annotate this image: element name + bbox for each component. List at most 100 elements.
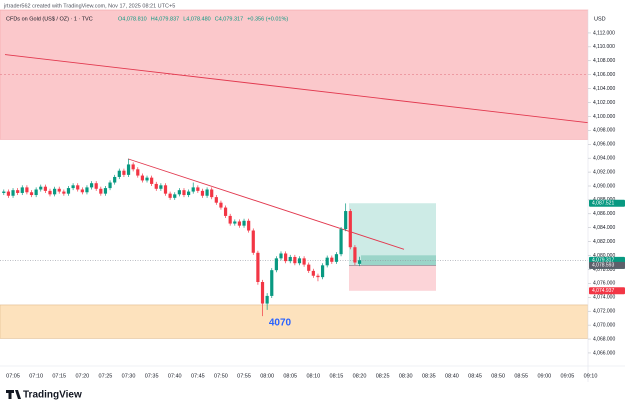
candle-body <box>71 185 75 189</box>
candle-body <box>159 185 163 189</box>
x-tick-label: 08:40 <box>445 373 459 379</box>
candle-body <box>311 270 315 276</box>
x-tick-label: 09:05 <box>561 373 575 379</box>
x-tick-label: 07:25 <box>99 373 113 379</box>
x-tick-label: 08:45 <box>468 373 482 379</box>
candle-body <box>357 260 362 264</box>
x-tick-label: 07:55 <box>237 373 251 379</box>
axis-layer: 07:05 07:10 07:15 07:20 07:25 07:30 07:35 07:40… <box>6 30 625 379</box>
candle-body <box>260 282 265 304</box>
candle-body <box>2 191 6 193</box>
candle-body <box>168 193 172 198</box>
currency: USD <box>594 16 606 22</box>
candle-body <box>270 270 274 296</box>
header: jrtrader562 created with TradingView.com… <box>3 3 175 9</box>
candle-body <box>247 220 251 231</box>
candle-body <box>344 211 348 230</box>
candle-body <box>214 197 218 203</box>
y-tick-label: 4,090.000 <box>593 183 615 189</box>
candle-body <box>228 215 232 224</box>
y-tick-label: 4,072.000 <box>593 309 615 315</box>
x-tick-label: 08:00 <box>260 373 274 379</box>
candle-body <box>325 257 329 266</box>
candle-body <box>200 190 205 196</box>
x-tick-label: 08:20 <box>353 373 367 379</box>
position-stop <box>349 265 436 291</box>
price-label-bg <box>589 261 625 269</box>
y-tick-label: 4,086.000 <box>593 211 615 217</box>
y-tick-label: 4,080.000 <box>593 253 615 259</box>
candle-body <box>210 189 214 198</box>
candle-body <box>39 186 43 190</box>
candle-body <box>297 258 302 264</box>
ohlc-label: O4,078.810 <box>118 16 147 22</box>
x-tick-label: 09:00 <box>537 373 551 379</box>
candle-body <box>6 191 11 196</box>
x-tick-label: 08:15 <box>330 373 344 379</box>
candle-body <box>288 256 292 262</box>
candle-body <box>334 254 339 262</box>
price-label-bg <box>589 199 625 207</box>
y-tick-label: 4,112.000 <box>593 30 615 36</box>
candle-body <box>126 164 131 175</box>
x-tick-label: 08:25 <box>376 373 390 379</box>
candle-body <box>80 189 84 193</box>
candle-body <box>187 191 191 196</box>
x-tick-label: 07:05 <box>6 373 20 379</box>
y-tick-label: 4,068.000 <box>593 336 615 342</box>
candle-body <box>237 221 242 226</box>
trendline <box>127 158 405 250</box>
x-tick-label: 09:10 <box>584 373 598 379</box>
y-tick-label: 4,096.000 <box>593 142 615 148</box>
candle-body <box>113 176 117 183</box>
candle-body <box>131 164 135 170</box>
candle-body <box>205 189 209 196</box>
logo: TradingView <box>6 390 82 401</box>
y-tick-label: 4,098.000 <box>593 128 615 134</box>
y-tick-label: 4,102.000 <box>593 100 615 106</box>
x-tick-label: 08:50 <box>491 373 505 379</box>
price-label: 4,078.593 <box>592 263 614 269</box>
y-tick-label: 4,100.000 <box>593 114 615 120</box>
x-tick-label: 07:45 <box>191 373 205 379</box>
y-tick-label: 4,082.000 <box>593 239 615 245</box>
x-tick-label: 07:10 <box>29 373 43 379</box>
candle-body <box>94 183 98 189</box>
candle-body <box>163 185 168 194</box>
candle-body <box>320 265 325 278</box>
x-tick-label: 08:35 <box>422 373 436 379</box>
candle-body <box>279 253 283 259</box>
candle-body <box>284 253 288 262</box>
candle-body <box>348 211 352 248</box>
candle-body <box>330 257 334 262</box>
x-tick-label: 08:30 <box>399 373 413 379</box>
y-tick-label: 4,078.000 <box>593 267 615 273</box>
candle-body <box>154 183 158 189</box>
candle-body <box>196 187 200 191</box>
candle-body <box>62 191 66 194</box>
trendline <box>4 54 589 124</box>
candle-body <box>117 170 121 177</box>
candle-body <box>99 188 103 194</box>
y-tick-label: 4,108.000 <box>593 58 615 64</box>
x-tick-label: 07:30 <box>122 373 136 379</box>
candle-body <box>140 175 144 181</box>
candle-body <box>136 169 140 176</box>
candle-body <box>57 188 61 192</box>
candle-body <box>16 190 20 193</box>
ohlc-label: L4,078.480 <box>183 16 211 22</box>
price-axis <box>588 10 625 382</box>
y-tick-label: 4,074.000 <box>593 295 615 301</box>
y-tick-label: 4,094.000 <box>593 156 615 162</box>
ohlc-label: +0.356 (+0.01%) <box>247 16 288 22</box>
y-tick-label: 4,092.000 <box>593 169 615 175</box>
candle-body <box>191 187 195 192</box>
y-tick-label: 4,066.000 <box>593 350 615 356</box>
symbol-title: CFDs on Gold (US$ / OZ) · 1 · TVC <box>6 16 93 22</box>
candle-body <box>89 183 94 188</box>
candle-body <box>11 190 15 196</box>
candle-body <box>182 190 186 196</box>
price-label-bg <box>589 287 625 295</box>
position-target <box>349 203 436 266</box>
